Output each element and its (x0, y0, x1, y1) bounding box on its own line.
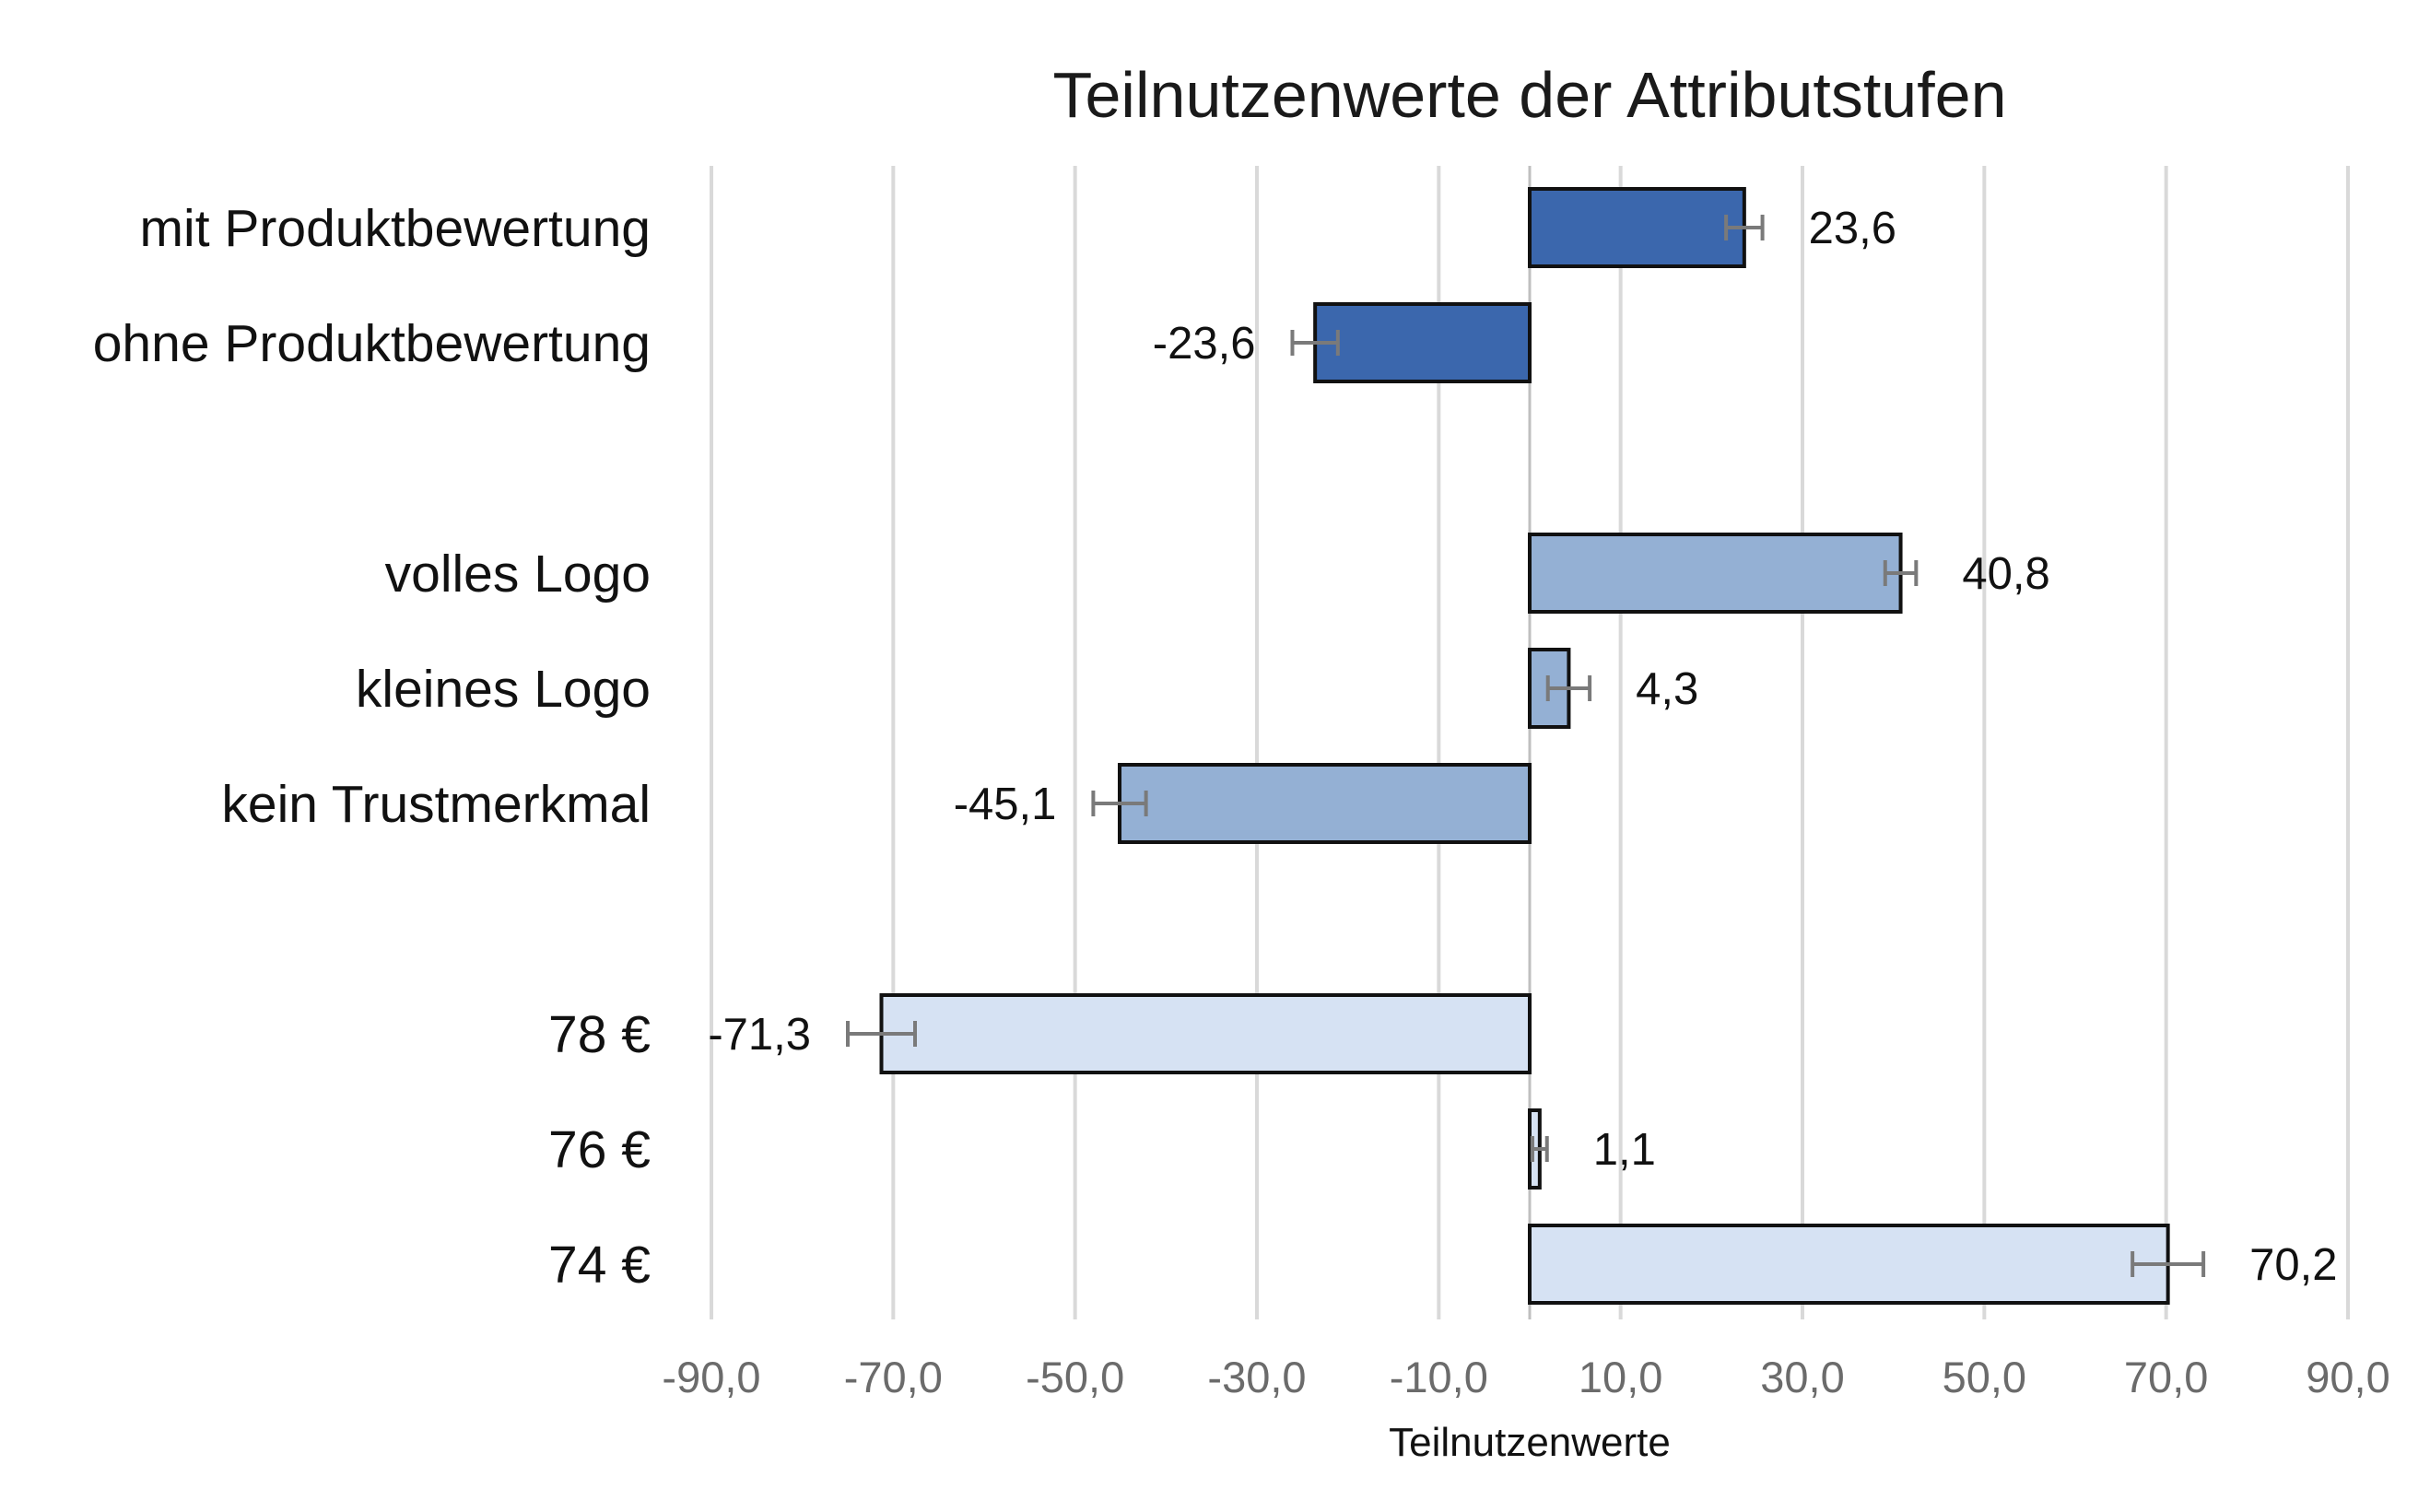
x-axis-title: Teilnutzenwerte (1389, 1420, 1671, 1465)
error-bar (2131, 1251, 2206, 1277)
data-label: -45,1 (954, 779, 1057, 829)
x-tick-label: 50,0 (1943, 1353, 2026, 1401)
category-label: 74 € (548, 1236, 651, 1295)
x-tick-label: 90,0 (2306, 1353, 2389, 1401)
data-label: 1,1 (1593, 1125, 1656, 1175)
bar (1528, 1224, 2170, 1305)
data-label: 4,3 (1636, 664, 1698, 714)
x-tick-label: -70,0 (844, 1353, 943, 1401)
x-tick-label: 10,0 (1579, 1353, 1662, 1401)
bar (879, 993, 1532, 1074)
data-label: 40,8 (1962, 549, 2049, 599)
category-label: volles Logo (385, 545, 651, 604)
x-tick-label: -90,0 (662, 1353, 760, 1401)
error-bar (1545, 675, 1592, 701)
error-bar (1724, 215, 1765, 240)
data-label: 70,2 (2249, 1240, 2337, 1290)
x-tick-label: 30,0 (1760, 1353, 1844, 1401)
bars (846, 187, 2206, 1305)
x-tick-label: -10,0 (1390, 1353, 1488, 1401)
data-label: 23,6 (1809, 204, 1896, 253)
bar (1528, 187, 1746, 268)
x-tick-label: 70,0 (2124, 1353, 2208, 1401)
category-label: mit Produktbewertung (140, 199, 651, 258)
error-bar (1530, 1136, 1549, 1162)
chart-title: Teilnutzenwerte der Attributstufen (1052, 59, 2006, 131)
bar (1528, 533, 1903, 614)
x-tick-label: -30,0 (1207, 1353, 1306, 1401)
category-label: 78 € (548, 1005, 651, 1064)
bar (1313, 302, 1532, 383)
x-tick-label: -50,0 (1026, 1353, 1124, 1401)
labels: -90,0 -70,0 -50,0 -30,0 -10,0 10,0 30,0 50,0 70,… (93, 199, 2390, 1401)
category-label: 76 € (548, 1120, 651, 1179)
category-label: kleines Logo (356, 660, 651, 719)
error-bar (1883, 560, 1919, 586)
data-label: -23,6 (1153, 319, 1256, 369)
error-bar (846, 1021, 918, 1047)
bar (1118, 763, 1532, 844)
category-label: kein Trustmerkmal (221, 775, 651, 834)
data-label: -71,3 (708, 1010, 811, 1060)
error-bar (1290, 330, 1340, 356)
category-label: ohne Produktbewertung (93, 314, 651, 373)
error-bar (1091, 791, 1148, 816)
